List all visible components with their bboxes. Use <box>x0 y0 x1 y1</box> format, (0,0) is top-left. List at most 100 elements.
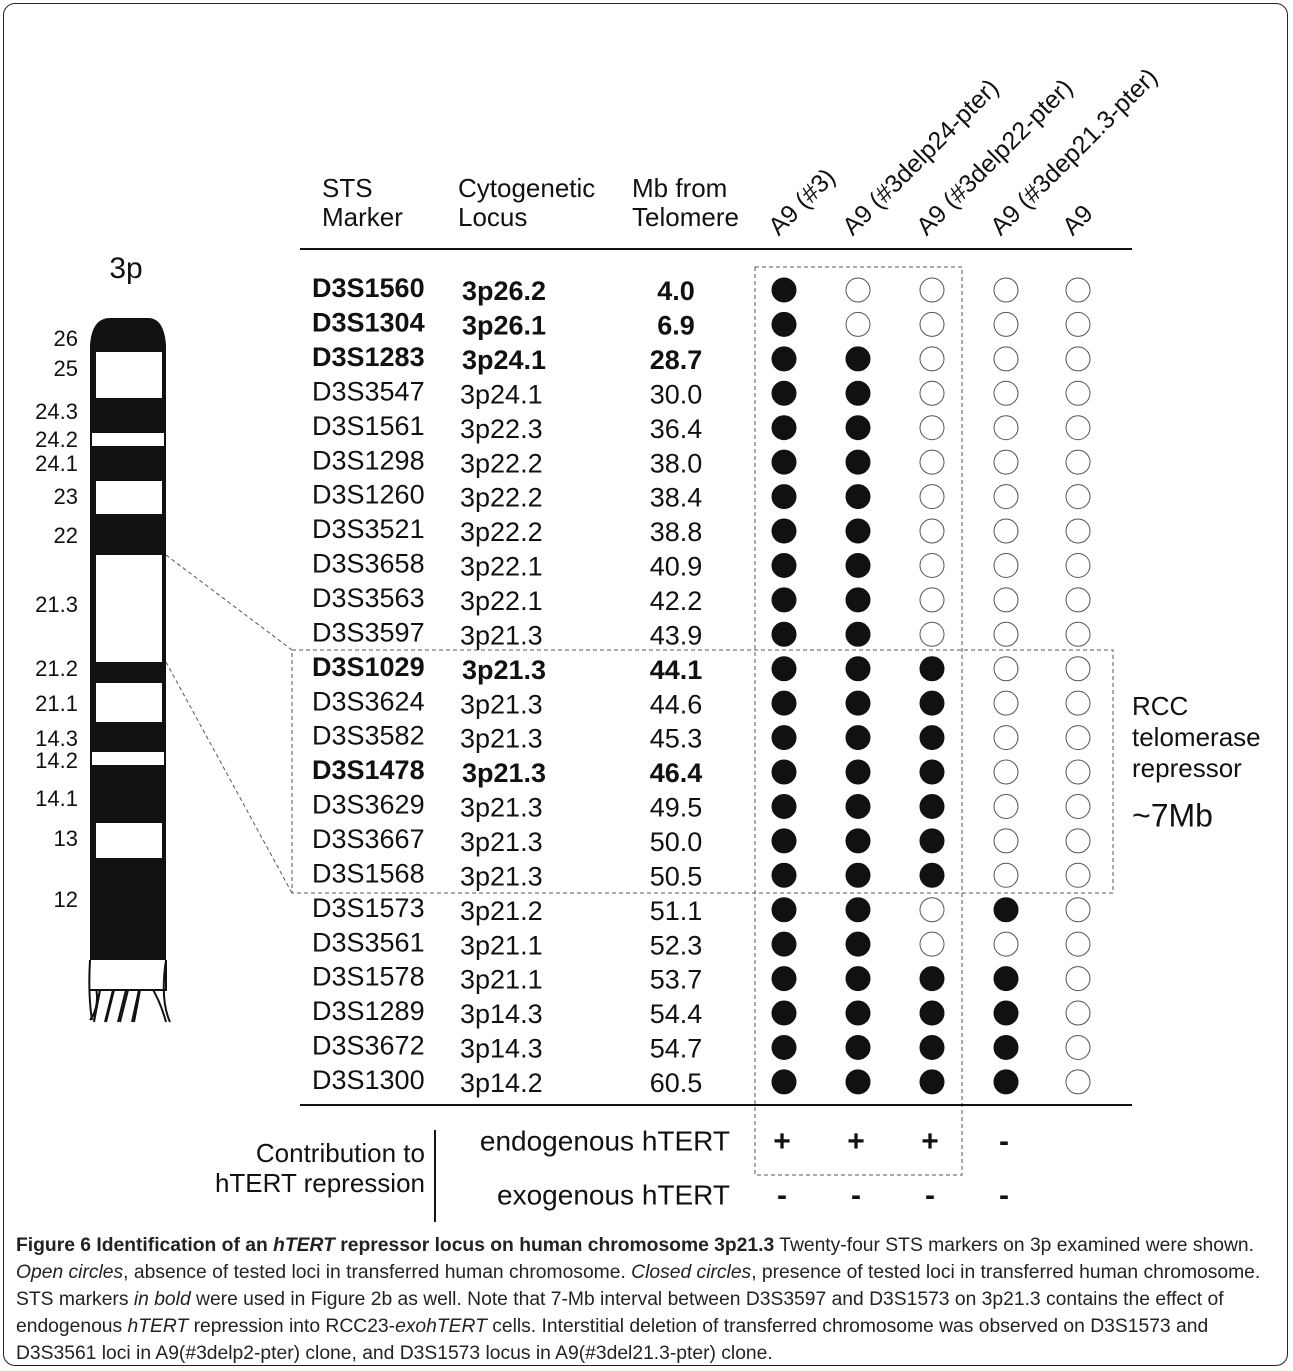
open-circle <box>1065 621 1091 647</box>
closed-circle <box>771 1000 797 1026</box>
closed-circle <box>771 277 797 303</box>
closed-circle <box>845 725 871 751</box>
closed-circle <box>771 587 797 613</box>
figure: 3p262524.324.224.1232221.321.221.114.314… <box>35 63 1261 1222</box>
band-label: 24.3 <box>35 399 78 424</box>
mb-from-telomere: 38.0 <box>650 448 703 478</box>
mb-from-telomere: 52.3 <box>650 930 703 960</box>
cytogenetic-locus: 3p22.2 <box>460 517 543 547</box>
open-circle <box>919 552 945 578</box>
sts-marker: D3S1029 <box>312 652 425 682</box>
open-circle <box>919 518 945 544</box>
mb-from-telomere: 40.9 <box>650 552 703 582</box>
cytogenetic-locus: 3p21.3 <box>460 861 543 891</box>
closed-circle <box>771 311 797 337</box>
open-circle <box>1065 518 1091 544</box>
caption-segment: repressor locus on human chromosome 3p21… <box>334 1235 775 1256</box>
open-circle <box>993 449 1019 475</box>
clone-header: A9 (#3) <box>763 163 841 241</box>
cytogenetic-locus: 3p14.2 <box>460 1068 543 1098</box>
closed-circle <box>993 1069 1019 1095</box>
cytogenetic-locus: 3p21.1 <box>460 930 543 960</box>
open-circle <box>1065 1000 1091 1026</box>
clone-header: A9 <box>1057 199 1098 240</box>
cytogenetic-locus: 3p22.2 <box>460 448 543 478</box>
band-label: 26 <box>54 326 78 351</box>
open-circle <box>845 311 871 337</box>
chromosome-label: 3p <box>109 252 142 285</box>
open-circle <box>1065 311 1091 337</box>
caption-segment: Figure 6 Identification of an <box>16 1235 274 1256</box>
closed-circle <box>771 725 797 751</box>
band-label: 23 <box>54 484 78 509</box>
mb-from-telomere: 54.7 <box>650 1034 703 1064</box>
closed-circle <box>771 449 797 475</box>
closed-circle <box>919 759 945 785</box>
closed-circle <box>845 931 871 957</box>
open-circle <box>1065 1034 1091 1060</box>
band-label: 14.1 <box>35 786 78 811</box>
closed-circle <box>919 793 945 819</box>
open-circle <box>993 931 1019 957</box>
closed-circle <box>845 621 871 647</box>
open-circle <box>993 793 1019 819</box>
open-circle <box>1065 587 1091 613</box>
open-circle <box>1065 966 1091 992</box>
closed-circle <box>845 759 871 785</box>
closed-circle <box>919 1069 945 1095</box>
sts-marker: D3S1298 <box>312 445 425 475</box>
caption-segment: , presence of tested loci in transferred… <box>16 1262 1261 1310</box>
closed-circle <box>845 587 871 613</box>
caption-segment: cells. Interstitial deletion of transfer… <box>16 1316 1209 1364</box>
closed-circle <box>845 1069 871 1095</box>
open-circle <box>919 484 945 510</box>
closed-circle <box>771 346 797 372</box>
exogenous-label: exogenous hTERT <box>497 1179 730 1210</box>
sts-marker: D3S1578 <box>312 962 425 992</box>
open-circle <box>1065 380 1091 406</box>
closed-circle <box>771 1034 797 1060</box>
closed-circle <box>845 1000 871 1026</box>
contribution-label: Contribution to <box>256 1138 425 1168</box>
sts-marker: D3S1478 <box>312 755 425 785</box>
open-circle <box>1065 725 1091 751</box>
closed-circle <box>845 1034 871 1060</box>
annotation-text: telomerase <box>1132 722 1261 752</box>
band-label: 13 <box>54 826 78 851</box>
band-label: 24.2 <box>35 427 78 452</box>
open-circle <box>1065 897 1091 923</box>
closed-circle <box>845 415 871 441</box>
closed-circle <box>771 380 797 406</box>
caption-segment: exohTERT <box>395 1316 487 1337</box>
cytogenetic-locus: 3p26.2 <box>462 276 546 306</box>
annotation-text: RCC <box>1132 691 1188 721</box>
cytogenetic-locus: 3p24.1 <box>462 345 546 375</box>
closed-circle <box>993 897 1019 923</box>
open-circle <box>1065 690 1091 716</box>
closed-circle <box>993 1034 1019 1060</box>
mb-from-telomere: 50.0 <box>650 827 703 857</box>
sts-marker: D3S3582 <box>312 721 425 751</box>
closed-circle <box>919 656 945 682</box>
sts-marker: D3S1561 <box>312 411 425 441</box>
open-circle <box>993 862 1019 888</box>
mb-from-telomere: 44.1 <box>650 655 703 685</box>
mb-from-telomere: 36.4 <box>650 414 703 444</box>
closed-circle <box>771 621 797 647</box>
endogenous-effect: + <box>847 1125 865 1158</box>
open-circle <box>993 484 1019 510</box>
closed-circle <box>771 484 797 510</box>
band-label: 14.2 <box>35 748 78 773</box>
caption-segment: were used in Figure 2b as well. Note tha… <box>16 1289 1224 1337</box>
open-circle <box>919 931 945 957</box>
open-circle <box>1065 793 1091 819</box>
cytogenetic-locus: 3p21.3 <box>462 758 546 788</box>
sts-marker: D3S3658 <box>312 549 425 579</box>
chromosome-end-mask <box>86 960 170 990</box>
open-circle <box>1065 449 1091 475</box>
closed-circle <box>919 1034 945 1060</box>
open-circle <box>1065 415 1091 441</box>
sts-marker: D3S3563 <box>312 583 425 613</box>
closed-circle <box>845 828 871 854</box>
open-circle <box>845 277 871 303</box>
